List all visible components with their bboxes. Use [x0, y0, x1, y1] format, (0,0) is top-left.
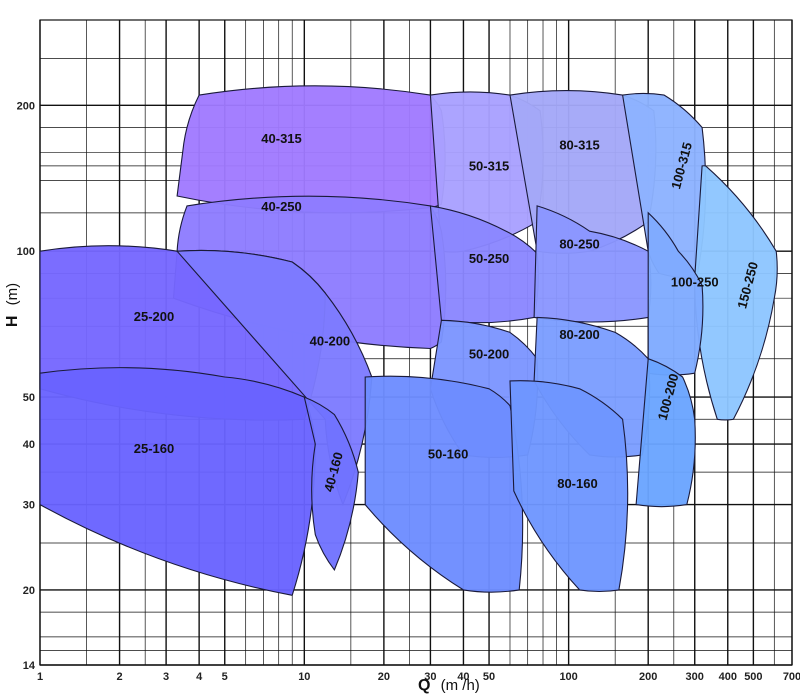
region-label-80-160: 80-160: [557, 476, 597, 491]
x-tick-label: 400: [719, 671, 737, 683]
pump-regions: [39, 85, 778, 596]
x-tick-label: 700: [783, 671, 800, 683]
y-tick-label: 30: [23, 500, 35, 512]
region-label-40-315: 40-315: [261, 131, 301, 146]
x-tick-label: 2: [117, 671, 123, 683]
region-label-50-200: 50-200: [469, 347, 509, 362]
region-label-50-315: 50-315: [469, 159, 509, 174]
y-tick-label: 40: [23, 439, 35, 451]
y-tick-label: 100: [17, 246, 35, 258]
x-tick-labels: 1 2 3 4 5 10 20 30 40 50 100 200 300 400 500 700: [37, 671, 800, 683]
x-axis-title: Q (m /h): [418, 677, 480, 694]
region-150-250: [694, 165, 778, 421]
x-tick-label: 30: [424, 671, 436, 683]
region-label-40-250: 40-250: [261, 199, 301, 214]
x-tick-label: 50: [483, 671, 495, 683]
x-tick-label: 3: [163, 671, 169, 683]
region-100-200: [635, 357, 696, 508]
region-label-50-160: 50-160: [428, 446, 468, 461]
region-label-25-160: 25-160: [134, 441, 174, 456]
y-tick-label: 50: [23, 392, 35, 404]
x-tick-label: 10: [298, 671, 310, 683]
region-label-80-250: 80-250: [559, 236, 599, 251]
x-tick-label: 5: [222, 671, 228, 683]
x-tick-label: 1: [37, 671, 43, 683]
y-tick-label: 20: [23, 585, 35, 597]
region-label-50-250: 50-250: [469, 251, 509, 266]
region-80-160: [509, 380, 629, 593]
y-axis-title: H (m): [4, 283, 21, 327]
region-label-25-200: 25-200: [134, 309, 174, 324]
region-label-80-315: 80-315: [559, 137, 599, 152]
x-tick-label: 20: [378, 671, 390, 683]
region-40-160: [303, 396, 359, 571]
region-label-100-250: 100-250: [671, 274, 719, 289]
x-tick-label: 200: [639, 671, 657, 683]
y-tick-labels: 14 20 30 40 50 100 200: [17, 100, 36, 672]
x-tick-label: 300: [686, 671, 704, 683]
x-tick-label: 40: [457, 671, 469, 683]
region-label-40-200: 40-200: [310, 333, 350, 348]
y-tick-label: 14: [23, 660, 36, 672]
x-tick-label: 100: [559, 671, 577, 683]
region-label-80-200: 80-200: [559, 327, 599, 342]
x-tick-label: 500: [744, 671, 762, 683]
x-tick-label: 4: [196, 671, 203, 683]
region-40-315: [176, 85, 446, 214]
y-tick-label: 200: [17, 100, 35, 112]
